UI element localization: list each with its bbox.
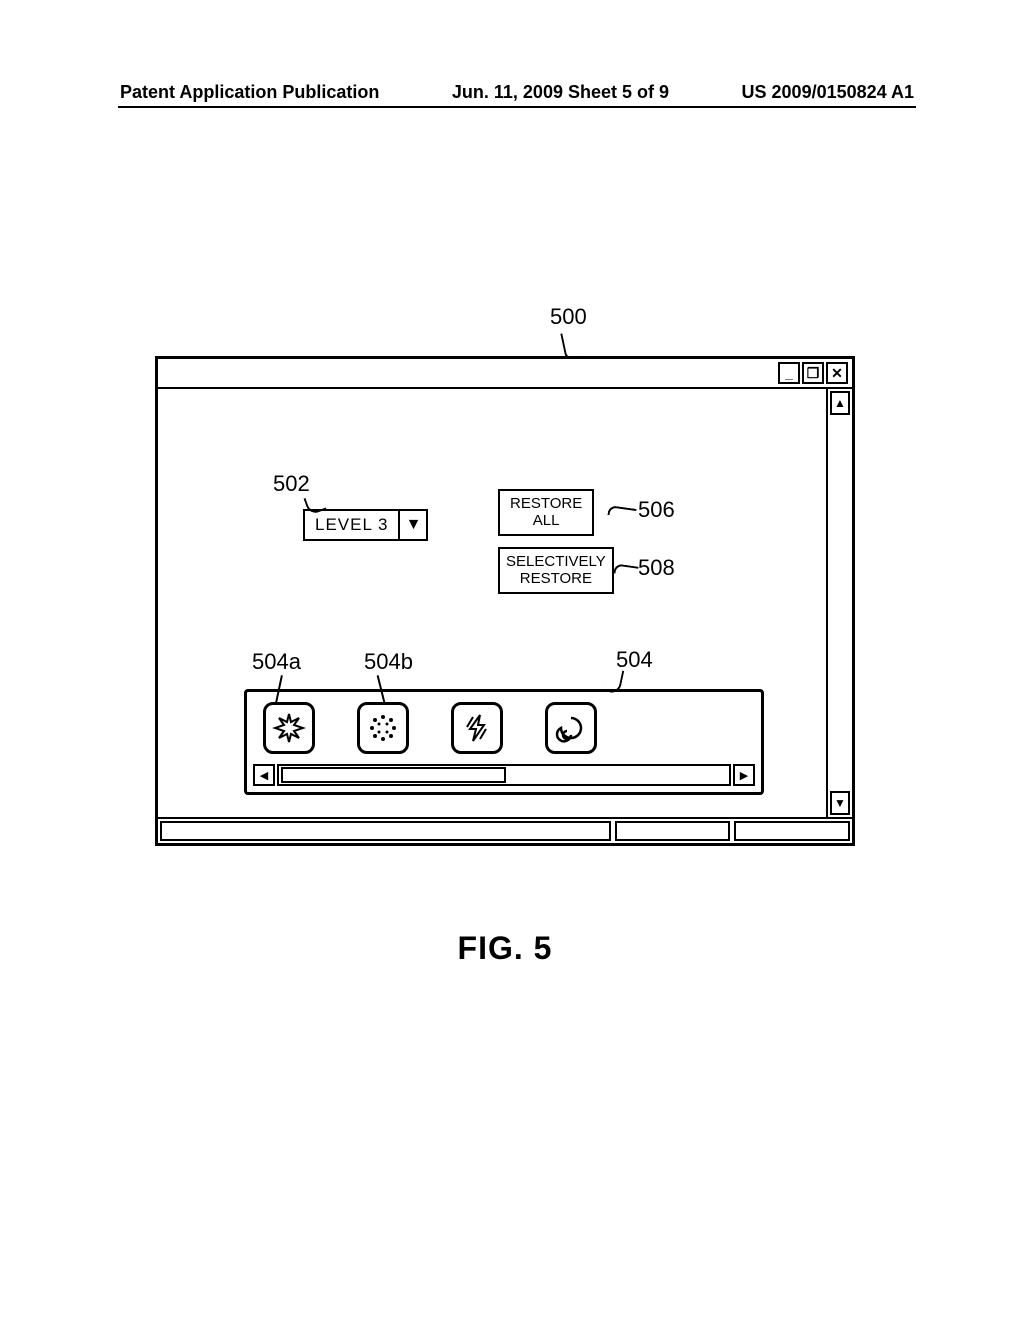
header-right: US 2009/0150824 A1 xyxy=(742,82,914,103)
ref-508: 508 xyxy=(638,555,675,581)
tray-scroll-thumb[interactable] xyxy=(281,767,506,783)
status-segment-2 xyxy=(615,821,731,841)
restore-all-button[interactable]: RESTORE ALL xyxy=(498,489,594,536)
leader-508 xyxy=(613,563,638,576)
sel-restore-line2: RESTORE xyxy=(506,570,606,587)
restore-all-line1: RESTORE xyxy=(510,495,582,512)
ref-504b: 504b xyxy=(364,649,413,675)
tray-icon-spiral[interactable] xyxy=(545,702,597,754)
tray-icon-lightning[interactable] xyxy=(451,702,503,754)
tray-scroll-track[interactable] xyxy=(277,764,731,786)
dotted-circle-icon xyxy=(366,711,400,745)
dropdown-arrow-icon[interactable]: ▼ xyxy=(400,509,428,541)
window-controls: _ ❐ ✕ xyxy=(778,362,848,384)
level-dropdown[interactable]: LEVEL 3 ▼ xyxy=(303,509,428,541)
header-center: Jun. 11, 2009 Sheet 5 of 9 xyxy=(452,82,669,103)
statusbar xyxy=(158,817,852,843)
selectively-restore-button[interactable]: SELECTIVELY RESTORE xyxy=(498,547,614,594)
tray-scroll-right-button[interactable]: ▶ xyxy=(733,764,755,786)
tray-icons-row xyxy=(263,702,745,754)
ref-506: 506 xyxy=(638,497,675,523)
tray-h-scrollbar[interactable]: ◀ ▶ xyxy=(253,764,755,786)
ref-502: 502 xyxy=(273,471,310,497)
client-area: 502 LEVEL 3 ▼ RESTORE ALL 506 SELECTIVEL… xyxy=(158,389,826,817)
lightning-icon xyxy=(460,711,494,745)
starburst-icon xyxy=(272,711,306,745)
page-header: Patent Application Publication Jun. 11, … xyxy=(120,82,914,103)
level-dropdown-value: LEVEL 3 xyxy=(303,509,400,541)
tray-scroll-left-button[interactable]: ◀ xyxy=(253,764,275,786)
spiral-icon xyxy=(554,711,588,745)
close-button[interactable]: ✕ xyxy=(826,362,848,384)
v-scroll-down-button[interactable]: ▼ xyxy=(830,791,850,815)
figure-label: FIG. 5 xyxy=(155,930,855,967)
icon-tray: ◀ ▶ xyxy=(244,689,764,795)
ref-504: 504 xyxy=(616,647,653,673)
v-scrollbar[interactable]: ▲ ▼ xyxy=(826,389,852,817)
ref-500: 500 xyxy=(550,304,587,330)
header-left: Patent Application Publication xyxy=(120,82,379,103)
ref-504a: 504a xyxy=(252,649,301,675)
application-window: _ ❐ ✕ 502 LEVEL 3 ▼ RESTORE ALL 506 SELE xyxy=(155,356,855,846)
level-dropdown-group: LEVEL 3 ▼ xyxy=(303,509,428,541)
titlebar: _ ❐ ✕ xyxy=(158,359,852,389)
tray-icon-dots[interactable] xyxy=(357,702,409,754)
status-segment-3 xyxy=(734,821,850,841)
sel-restore-line1: SELECTIVELY xyxy=(506,553,606,570)
leader-506 xyxy=(607,505,636,519)
status-segment-1 xyxy=(160,821,611,841)
header-rule xyxy=(118,106,916,108)
restore-window-button[interactable]: ❐ xyxy=(802,362,824,384)
v-scroll-up-button[interactable]: ▲ xyxy=(830,391,850,415)
restore-all-line2: ALL xyxy=(510,512,582,529)
tray-icon-starburst[interactable] xyxy=(263,702,315,754)
minimize-button[interactable]: _ xyxy=(778,362,800,384)
